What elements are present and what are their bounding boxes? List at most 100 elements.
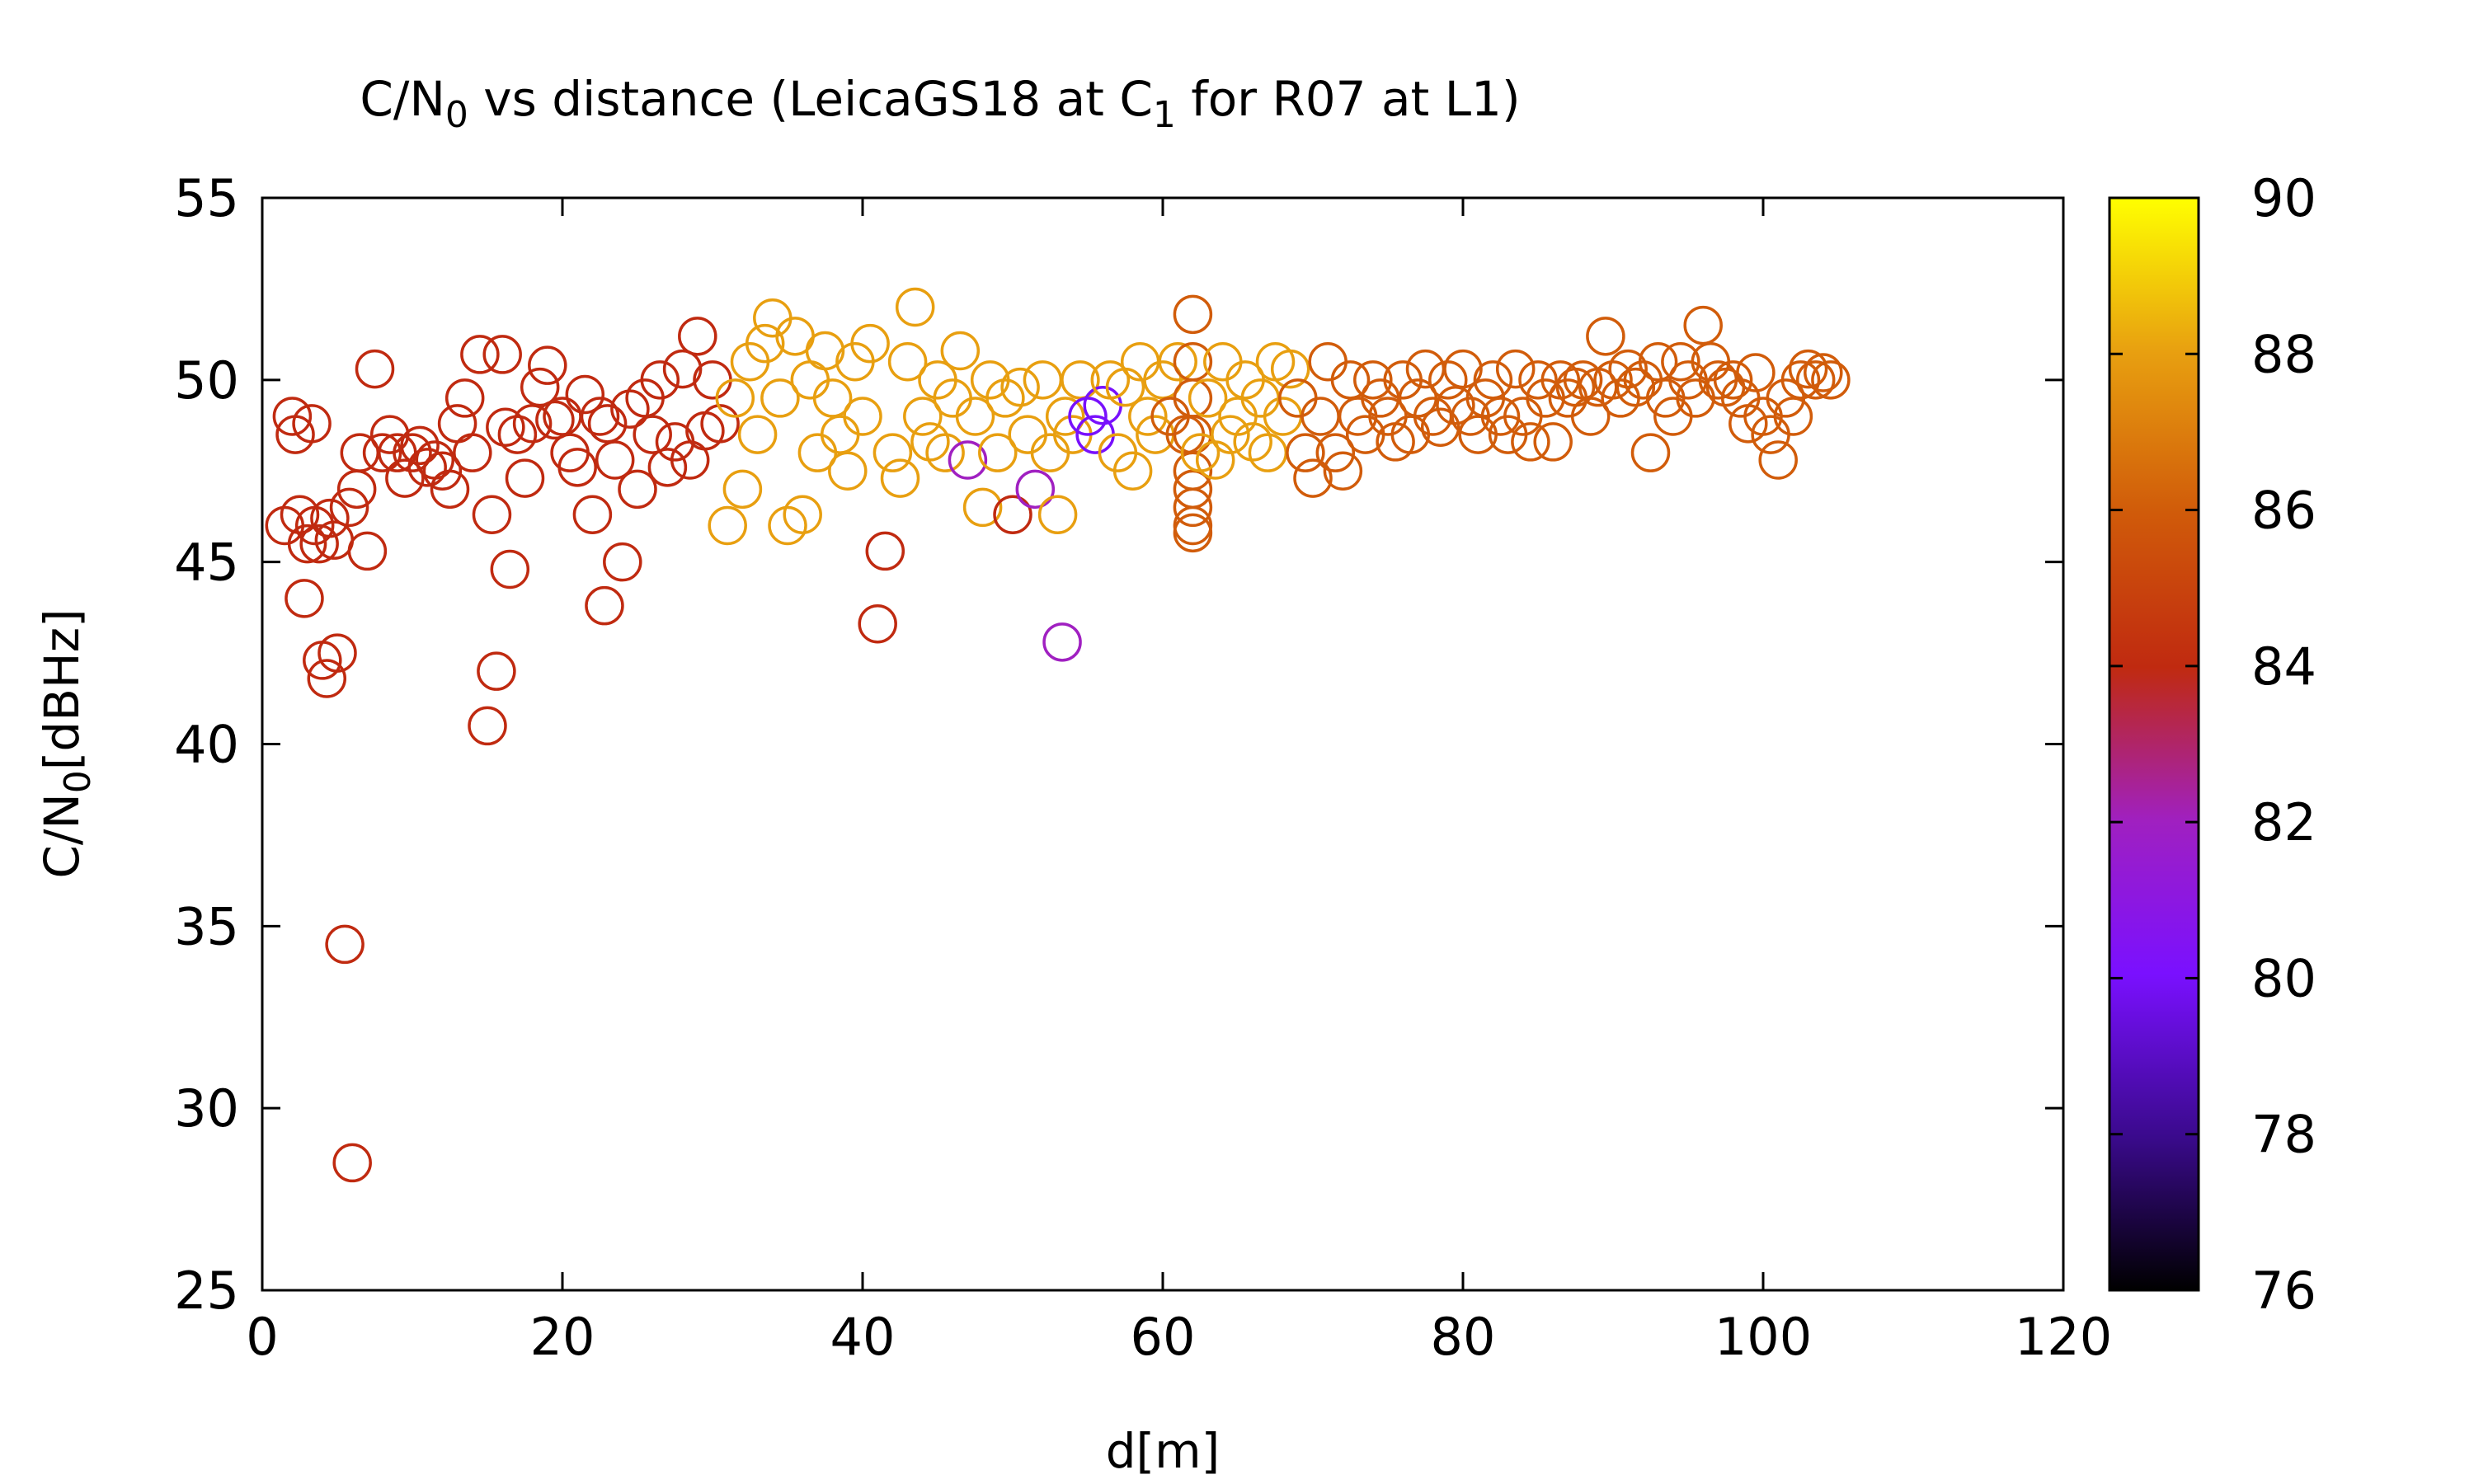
data-point xyxy=(587,404,628,444)
data-point xyxy=(603,542,642,582)
data-point xyxy=(362,433,402,472)
x-axis: 0 20 40 60 80 100 120 xyxy=(246,198,2112,1367)
data-point xyxy=(647,448,688,487)
data-point xyxy=(1042,622,1082,662)
y-tick-label: 40 xyxy=(174,715,239,775)
x-tick-label: 40 xyxy=(830,1307,896,1367)
data-point xyxy=(444,378,485,418)
data-point xyxy=(307,659,347,698)
data-point xyxy=(1195,440,1235,480)
data-point xyxy=(1661,342,1700,382)
data-point xyxy=(843,397,882,436)
title-subscript-0: 0 xyxy=(445,94,468,136)
data-point xyxy=(329,487,369,528)
data-point xyxy=(1023,360,1063,400)
data-point xyxy=(1128,397,1168,436)
y-tick-label: 55 xyxy=(174,168,239,228)
y-tick-label: 25 xyxy=(174,1261,239,1321)
data-point xyxy=(1008,415,1047,454)
data-point xyxy=(1255,342,1296,382)
data-point xyxy=(1315,433,1356,472)
data-point xyxy=(1286,433,1325,472)
data-point xyxy=(490,549,530,589)
data-point xyxy=(610,389,650,429)
title-subscript-1: 1 xyxy=(1153,94,1176,136)
data-point xyxy=(1729,404,1768,444)
colorbar-tick-label: 90 xyxy=(2251,168,2316,228)
data-point xyxy=(1683,305,1723,345)
data-point xyxy=(1293,458,1333,498)
data-point xyxy=(1211,415,1250,454)
data-point xyxy=(1795,360,1836,400)
data-point xyxy=(858,604,897,644)
data-point xyxy=(1616,367,1656,407)
data-point xyxy=(1804,353,1843,392)
y-tick-label: 50 xyxy=(174,350,239,411)
data-point xyxy=(985,378,1025,418)
data-point xyxy=(1420,407,1460,447)
data-point xyxy=(805,331,845,371)
data-point xyxy=(272,397,313,436)
data-point xyxy=(1473,360,1513,400)
data-point xyxy=(993,495,1032,534)
data-point xyxy=(505,458,545,498)
data-point xyxy=(385,458,425,498)
data-point xyxy=(1758,440,1798,480)
data-point xyxy=(760,378,800,418)
colorbar-tick-label: 76 xyxy=(2251,1261,2316,1321)
data-point xyxy=(1428,360,1468,400)
y-tick-label: 45 xyxy=(174,533,239,593)
y-axis: 25 30 35 40 45 50 55 xyxy=(174,168,2063,1321)
data-point xyxy=(1788,349,1828,389)
data-point xyxy=(708,505,747,546)
data-point xyxy=(1233,422,1272,462)
data-point xyxy=(903,397,943,436)
data-point xyxy=(1173,513,1213,553)
data-point xyxy=(325,924,365,965)
data-point xyxy=(1773,397,1813,436)
data-point xyxy=(550,433,590,472)
data-point xyxy=(565,374,605,415)
colorbar-tick-label: 82 xyxy=(2251,792,2316,852)
data-point xyxy=(685,411,725,451)
data-point xyxy=(1037,495,1078,534)
data-point xyxy=(1511,422,1550,462)
data-point xyxy=(393,433,432,472)
data-point xyxy=(1630,433,1671,472)
data-point xyxy=(472,495,512,534)
data-point xyxy=(332,1143,372,1183)
x-tick-label: 120 xyxy=(2015,1307,2112,1367)
data-point xyxy=(430,469,470,510)
data-point xyxy=(1518,360,1558,400)
data-point xyxy=(287,524,327,564)
data-point xyxy=(1480,397,1521,436)
colorbar-ticks: 76 78 80 82 84 86 88 90 xyxy=(2109,168,2316,1321)
data-point xyxy=(1188,378,1228,418)
data-point xyxy=(880,458,920,498)
data-point xyxy=(415,440,455,480)
data-point xyxy=(1112,451,1153,491)
data-point xyxy=(745,323,785,364)
data-point xyxy=(887,342,928,382)
data-point xyxy=(1158,342,1197,382)
data-point xyxy=(1608,349,1648,389)
data-point xyxy=(1045,397,1085,436)
data-point xyxy=(1780,360,1821,400)
x-tick-label: 0 xyxy=(246,1307,278,1367)
data-point xyxy=(640,360,680,400)
y-tick-label: 35 xyxy=(174,896,239,956)
data-point xyxy=(1061,360,1100,400)
data-point xyxy=(1270,349,1310,389)
data-point xyxy=(783,495,822,534)
data-point xyxy=(310,498,350,538)
data-point xyxy=(1068,397,1108,436)
data-point xyxy=(693,360,732,400)
data-point xyxy=(453,433,492,472)
data-point xyxy=(595,440,635,480)
data-point xyxy=(1586,317,1625,356)
data-point xyxy=(925,433,965,472)
data-point xyxy=(572,495,613,534)
data-point xyxy=(1638,342,1678,382)
data-point xyxy=(585,585,624,626)
